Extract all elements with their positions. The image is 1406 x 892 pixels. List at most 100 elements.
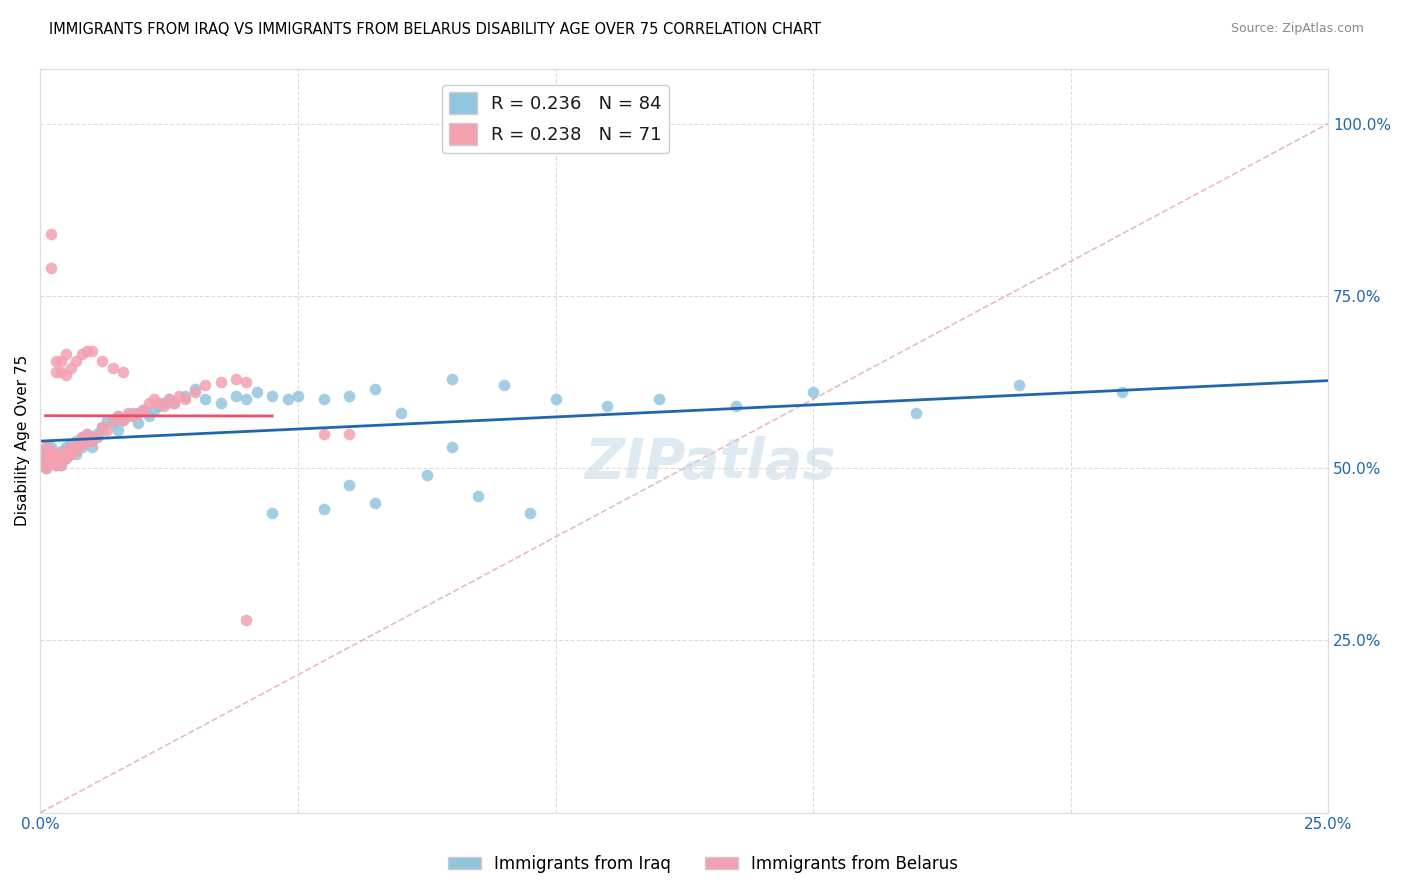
Point: [111, 413, 134, 427]
Point: [39, 447, 62, 461]
Point: [209, 375, 232, 389]
Point: [127, 406, 149, 420]
Point: [55, 447, 77, 461]
Point: [34, 441, 56, 455]
Point: [107, 423, 129, 437]
Point: [39, 441, 62, 455]
Point: [101, 361, 124, 376]
Point: [45, 450, 67, 465]
Point: [111, 413, 134, 427]
Point: [60, 447, 83, 461]
Point: [111, 365, 134, 379]
Point: [39, 454, 62, 468]
Point: [153, 395, 176, 409]
Point: [45, 365, 67, 379]
Point: [45, 458, 67, 472]
Point: [194, 392, 217, 407]
Point: [262, 389, 284, 403]
Point: [80, 434, 103, 448]
Point: [339, 389, 361, 403]
Point: [39, 443, 62, 458]
Point: [91, 419, 114, 434]
Point: [225, 389, 247, 403]
Point: [34, 454, 56, 468]
Point: [70, 430, 93, 444]
Point: [55, 447, 77, 461]
Point: [70, 437, 93, 451]
Point: [117, 406, 139, 420]
Legend: Immigrants from Iraq, Immigrants from Belarus: Immigrants from Iraq, Immigrants from Be…: [441, 848, 965, 880]
Point: [49, 447, 72, 461]
Point: [70, 441, 93, 455]
Point: [122, 409, 145, 424]
Point: [55, 441, 77, 455]
Point: [235, 375, 257, 389]
Point: [65, 443, 87, 458]
Point: [416, 467, 439, 482]
Point: [194, 378, 217, 392]
Point: [101, 413, 124, 427]
Legend: R = 0.236   N = 84, R = 0.238   N = 71: R = 0.236 N = 84, R = 0.238 N = 71: [443, 85, 669, 153]
Point: [45, 458, 67, 472]
Point: [138, 395, 160, 409]
Point: [262, 506, 284, 520]
Point: [339, 426, 361, 441]
Point: [905, 406, 928, 420]
Point: [209, 395, 232, 409]
Point: [364, 495, 387, 509]
Text: ZIPatlas: ZIPatlas: [585, 436, 835, 490]
Point: [312, 426, 335, 441]
Point: [70, 347, 93, 361]
Point: [34, 441, 56, 455]
Point: [65, 441, 87, 455]
Point: [277, 392, 299, 407]
Point: [34, 458, 56, 472]
Point: [60, 441, 83, 455]
Point: [49, 450, 72, 465]
Point: [39, 261, 62, 276]
Point: [467, 489, 489, 503]
Point: [34, 447, 56, 461]
Point: [339, 478, 361, 492]
Point: [235, 613, 257, 627]
Point: [1008, 378, 1031, 392]
Point: [91, 419, 114, 434]
Point: [801, 385, 824, 400]
Point: [173, 392, 195, 407]
Point: [49, 458, 72, 472]
Point: [184, 382, 207, 396]
Point: [49, 447, 72, 461]
Point: [45, 447, 67, 461]
Point: [163, 395, 186, 409]
Point: [148, 395, 170, 409]
Point: [148, 399, 170, 413]
Point: [45, 454, 67, 468]
Point: [184, 385, 207, 400]
Point: [45, 447, 67, 461]
Point: [34, 450, 56, 465]
Point: [65, 447, 87, 461]
Point: [49, 354, 72, 368]
Point: [225, 371, 247, 385]
Point: [80, 441, 103, 455]
Point: [107, 409, 129, 424]
Point: [34, 461, 56, 475]
Point: [60, 443, 83, 458]
Point: [49, 450, 72, 465]
Point: [39, 447, 62, 461]
Point: [65, 434, 87, 448]
Point: [55, 368, 77, 382]
Point: [91, 354, 114, 368]
Point: [45, 454, 67, 468]
Point: [60, 361, 83, 376]
Point: [39, 447, 62, 461]
Point: [39, 227, 62, 241]
Point: [519, 506, 541, 520]
Point: [246, 385, 269, 400]
Point: [169, 389, 191, 403]
Point: [86, 426, 108, 441]
Point: [647, 392, 669, 407]
Point: [34, 447, 56, 461]
Point: [127, 417, 149, 431]
Point: [235, 392, 257, 407]
